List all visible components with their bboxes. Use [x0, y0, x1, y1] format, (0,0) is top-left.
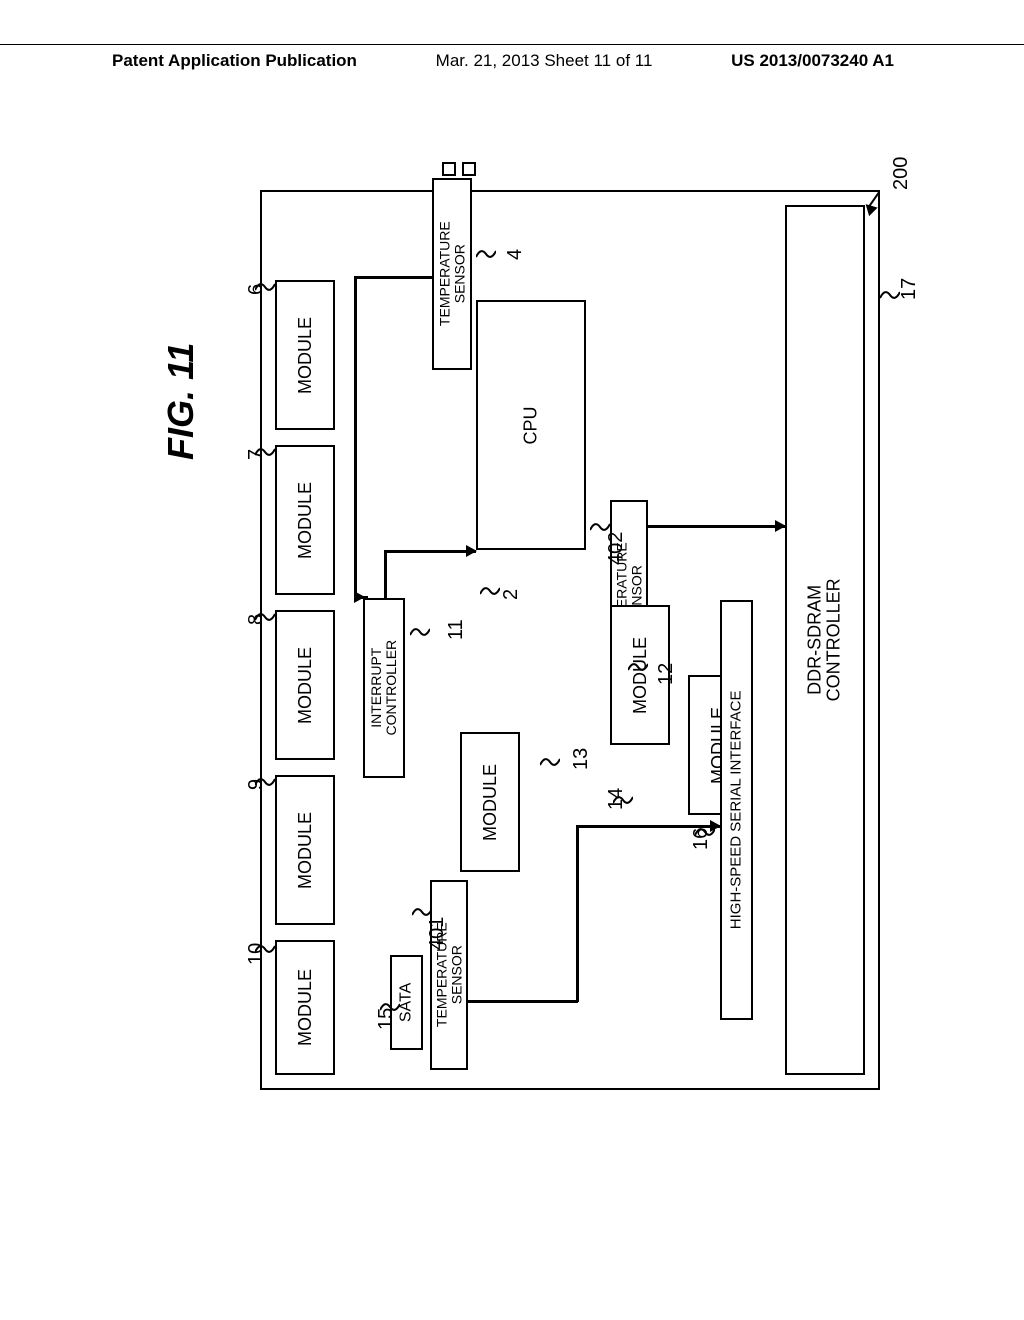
- arrow-temp401-hssi: [710, 820, 721, 832]
- tilde-14: [613, 793, 633, 807]
- arrow-into-interrupt: [354, 591, 365, 603]
- arrow-temp402-ddr: [775, 520, 786, 532]
- label-module12: MODULE: [631, 636, 650, 713]
- wire-temp4-h: [354, 276, 432, 279]
- label-module6: MODULE: [296, 316, 315, 393]
- block-temp401: TEMPERATURESENSOR: [430, 880, 468, 1070]
- figure-title: FIG. 11: [160, 343, 202, 460]
- tilde-8: [255, 610, 275, 624]
- pad-temp4-b: [462, 162, 476, 176]
- block-module9: MODULE: [275, 775, 335, 925]
- tilde-9: [255, 775, 275, 789]
- ref-12: 12: [655, 663, 678, 685]
- label-module9: MODULE: [296, 811, 315, 888]
- label-sata: SATA: [398, 983, 415, 1022]
- label-hssi: HIGH-SPEED SERIAL INTERFACE: [729, 691, 745, 930]
- header-left: Patent Application Publication: [112, 51, 357, 71]
- wire-temp401-v: [576, 825, 579, 1002]
- ref-17: 17: [898, 278, 921, 300]
- tilde-13: [540, 755, 560, 769]
- ref-4: 4: [504, 249, 527, 260]
- tilde-17: [880, 288, 900, 302]
- block-hssi: HIGH-SPEED SERIAL INTERFACE: [720, 600, 753, 1020]
- block-temp4: TEMPERATURESENSOR: [432, 178, 472, 370]
- block-module13: MODULE: [460, 732, 520, 872]
- tilde-401: [412, 905, 432, 919]
- wire-temp401-to-hssi: [576, 825, 720, 828]
- tilde-4: [476, 247, 496, 261]
- pad-temp4-a: [442, 162, 456, 176]
- block-module8: MODULE: [275, 610, 335, 760]
- wire-int-cpu-v: [384, 550, 387, 598]
- tilde-10: [255, 942, 275, 956]
- ref-2: 2: [500, 589, 523, 600]
- tilde-402: [590, 520, 610, 534]
- arrow-int-cpu: [466, 545, 477, 557]
- ref-401: 401: [426, 917, 449, 950]
- ref-402: 402: [605, 532, 628, 565]
- header-mid: Mar. 21, 2013 Sheet 11 of 11: [436, 51, 653, 71]
- label-module7: MODULE: [296, 481, 315, 558]
- ref-200: 200: [890, 157, 913, 190]
- page-header: Patent Application Publication Mar. 21, …: [0, 44, 1024, 71]
- label-module10: MODULE: [296, 969, 315, 1046]
- label-cpu: CPU: [522, 406, 541, 444]
- figure-area: FIG. 11 200 17 DDR-SDRAMCONTROLLER MODUL…: [130, 130, 890, 1170]
- ref-11: 11: [445, 619, 468, 640]
- tilde-7: [255, 445, 275, 459]
- label-module8: MODULE: [296, 646, 315, 723]
- block-module7: MODULE: [275, 445, 335, 595]
- block-ddr: DDR-SDRAMCONTROLLER: [785, 205, 865, 1075]
- label-interrupt: INTERRUPTCONTROLLER: [369, 640, 398, 736]
- block-interrupt: INTERRUPTCONTROLLER: [363, 598, 405, 778]
- tilde-15: [380, 1000, 400, 1014]
- label-module13: MODULE: [481, 763, 500, 840]
- tilde-2: [480, 584, 500, 598]
- wire-temp402-ddr: [648, 525, 785, 528]
- block-module6: MODULE: [275, 280, 335, 430]
- tilde-11: [410, 625, 430, 639]
- tilde-6: [255, 280, 275, 294]
- wire-int-cpu-h: [384, 550, 476, 553]
- wire-temp401-h: [468, 1000, 578, 1003]
- label-temp4: TEMPERATURESENSOR: [437, 222, 466, 327]
- tilde-12: [628, 660, 648, 674]
- block-cpu: CPU: [476, 300, 586, 550]
- label-ddr: DDR-SDRAMCONTROLLER: [806, 578, 844, 701]
- wire-temp4-v: [354, 276, 357, 598]
- header-right: US 2013/0073240 A1: [731, 51, 894, 71]
- ref-13: 13: [570, 748, 593, 770]
- block-module10: MODULE: [275, 940, 335, 1075]
